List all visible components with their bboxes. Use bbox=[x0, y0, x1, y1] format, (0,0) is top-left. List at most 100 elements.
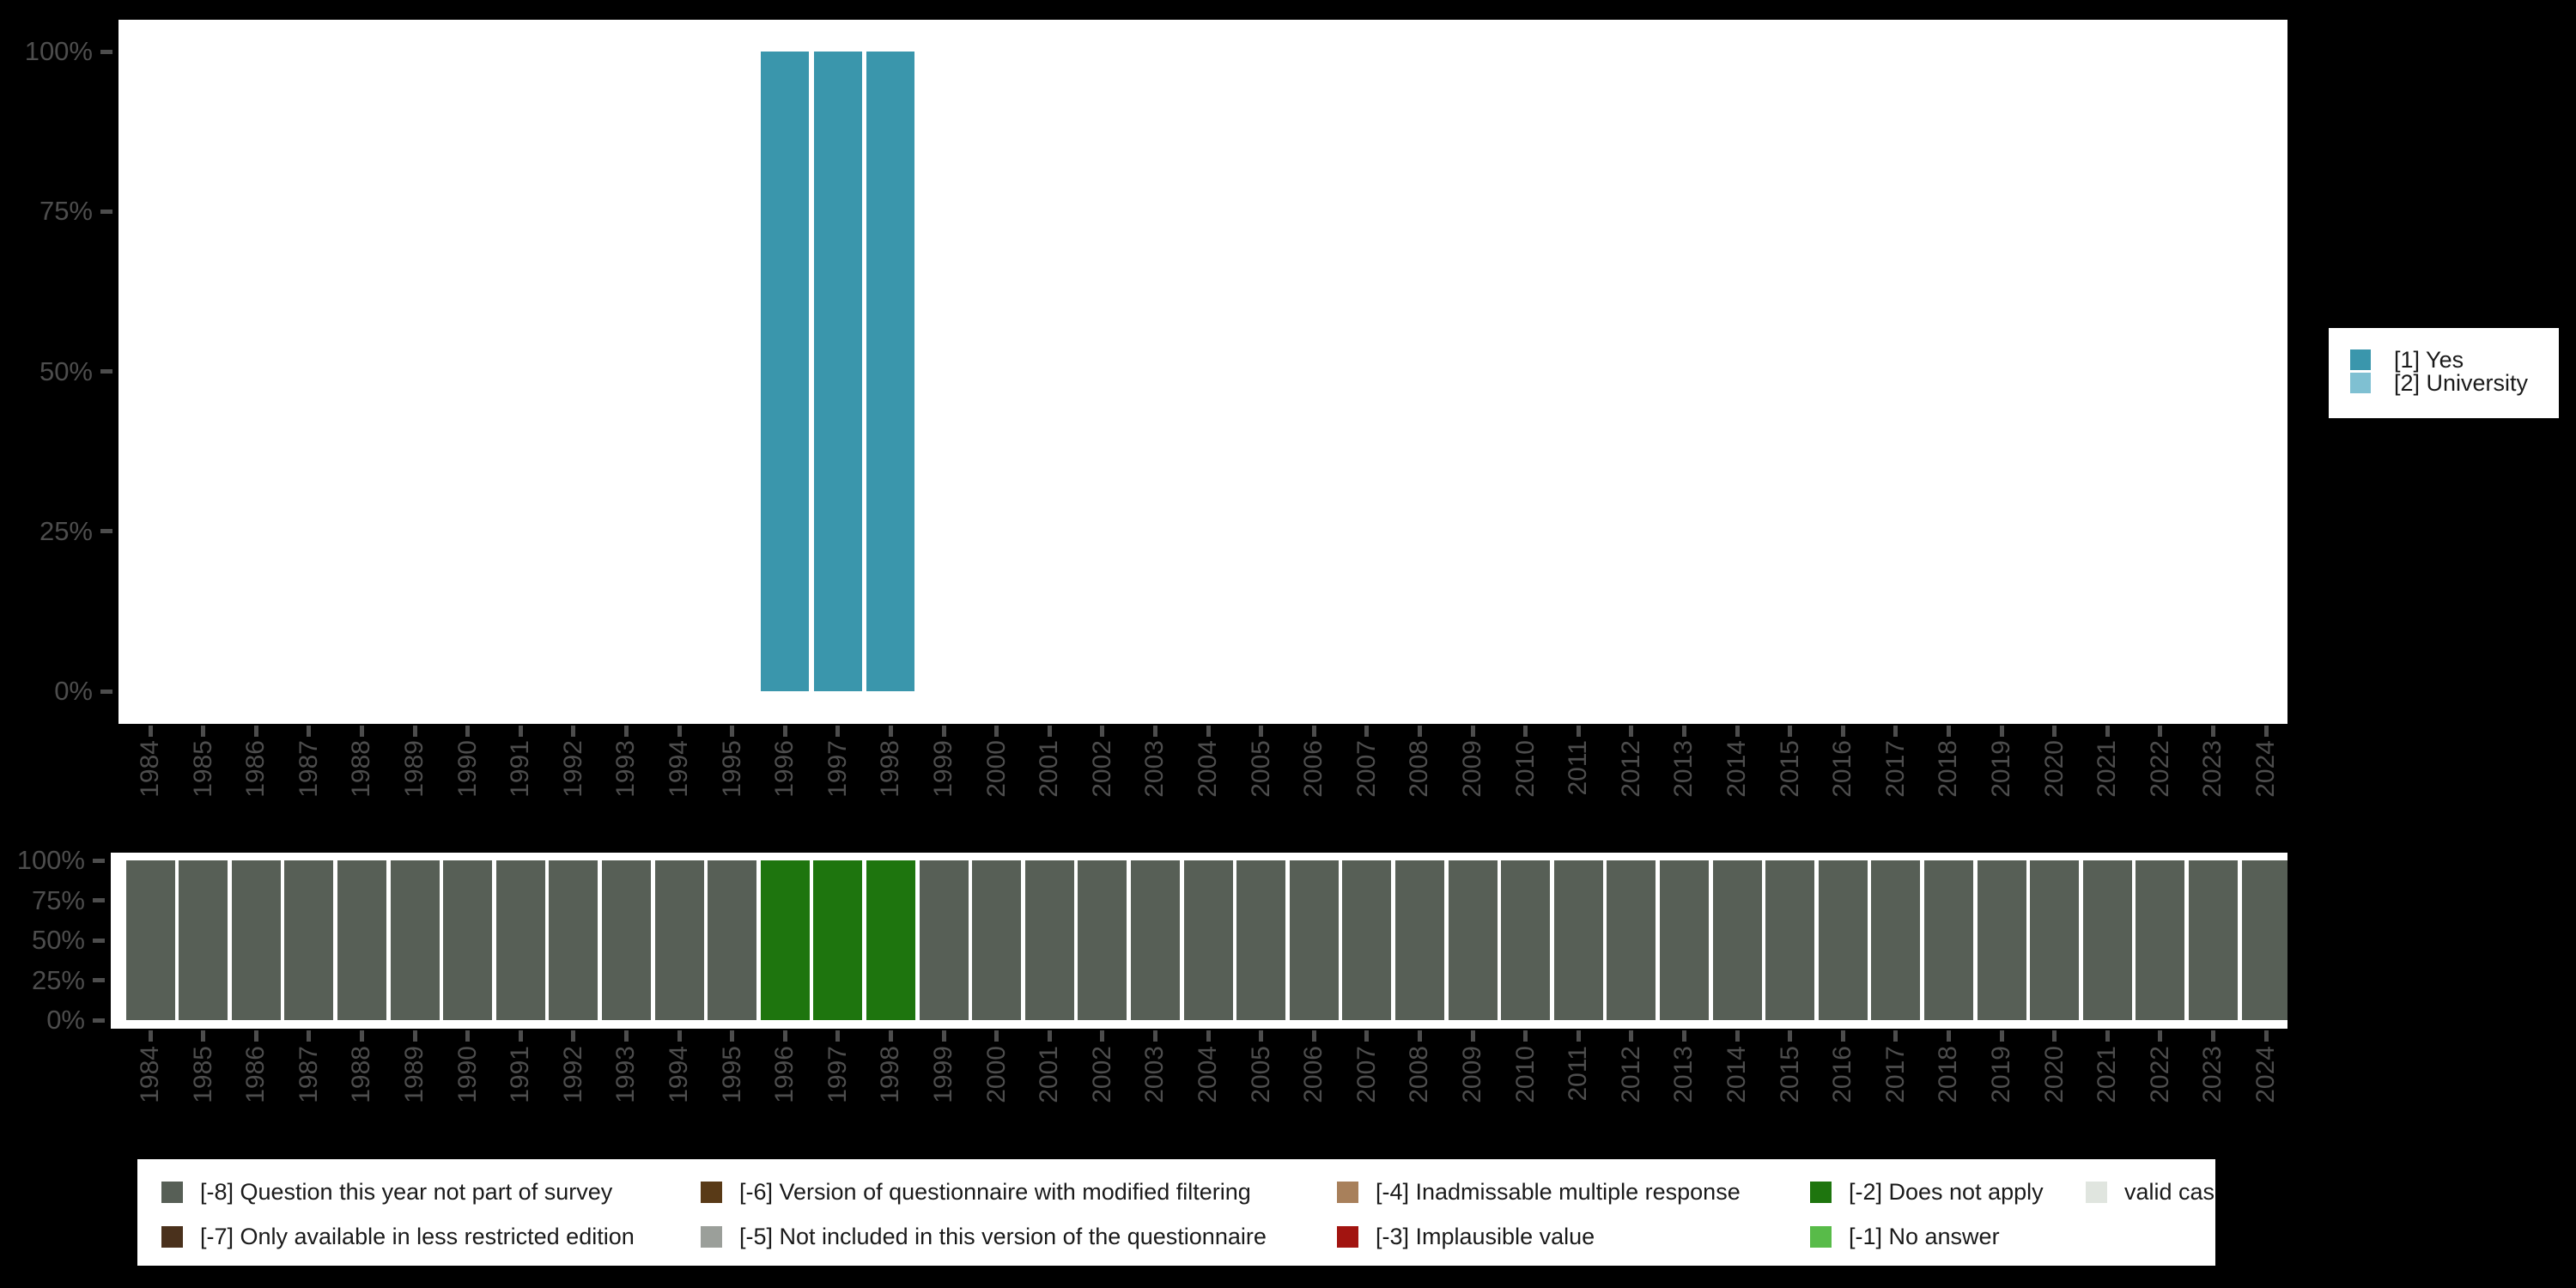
x-axis-tick-label: 2009 bbox=[1458, 740, 1486, 798]
legend-item-label: [-5] Not included in this version of the… bbox=[739, 1224, 1267, 1249]
x-axis-tick-mark bbox=[1311, 726, 1316, 737]
x-axis-tick-mark bbox=[1999, 1030, 2004, 1042]
x-axis-tick-label: 1999 bbox=[929, 1046, 957, 1103]
x-axis-tick-label: 2000 bbox=[981, 1046, 1011, 1103]
x-axis-tick-label: 2012 bbox=[1616, 740, 1645, 798]
x-axis-tick-label: 2013 bbox=[1669, 1046, 1698, 1103]
x-axis-tick-label: 2010 bbox=[1510, 740, 1540, 798]
legend-swatch bbox=[2350, 349, 2371, 370]
x-axis-tick-mark bbox=[1576, 1030, 1581, 1042]
y-axis-tick-label: 100% bbox=[24, 36, 93, 66]
x-axis-tick-mark bbox=[1470, 1030, 1475, 1042]
legend-item-label: [-1] No answer bbox=[1849, 1224, 2000, 1249]
bar-segment-1992 bbox=[549, 860, 598, 1020]
x-axis-tick-label: 2020 bbox=[2039, 740, 2069, 798]
bar-segment-2022 bbox=[2136, 860, 2185, 1020]
x-axis-tick-label: 2006 bbox=[1299, 1046, 1328, 1103]
x-axis-tick-label: 1993 bbox=[611, 1046, 641, 1103]
x-axis-tick-mark bbox=[994, 1030, 999, 1042]
x-axis-tick-mark bbox=[359, 1030, 364, 1042]
x-axis-tick-label: 2021 bbox=[2093, 740, 2122, 798]
y-axis-tick-label: 100% bbox=[16, 845, 85, 875]
x-axis-tick-label: 2005 bbox=[1246, 1046, 1275, 1103]
legend-item-label: [-8] Question this year not part of surv… bbox=[200, 1179, 613, 1205]
x-axis-tick-mark bbox=[1206, 726, 1211, 737]
x-axis-tick-mark bbox=[730, 726, 735, 737]
x-axis-tick-mark bbox=[782, 1030, 787, 1042]
legend-item-label: [1] Yes bbox=[2394, 347, 2464, 373]
bar-segment-1993 bbox=[601, 860, 651, 1020]
x-axis-tick-mark bbox=[307, 1030, 312, 1042]
x-axis-tick-label: 2007 bbox=[1352, 1046, 1381, 1103]
y-axis-tick-mark bbox=[93, 938, 105, 943]
x-axis-tick-mark bbox=[1893, 726, 1899, 737]
bar-segment-2024 bbox=[2241, 860, 2287, 1020]
bar-segment-2016 bbox=[1818, 860, 1868, 1020]
x-axis-tick-label: 2011 bbox=[1564, 1046, 1593, 1102]
legend-swatch bbox=[2086, 1182, 2107, 1203]
x-axis-tick-mark bbox=[677, 726, 682, 737]
x-axis-tick-label: 2000 bbox=[981, 740, 1011, 798]
x-axis-tick-mark bbox=[623, 1030, 629, 1042]
x-axis-tick-label: 2023 bbox=[2198, 740, 2227, 798]
x-axis-tick-mark bbox=[412, 726, 417, 737]
x-axis-tick-label: 2008 bbox=[1405, 1046, 1434, 1103]
x-axis-tick-mark bbox=[1523, 726, 1528, 737]
answer-categories-legend: [1] Yes [2] University bbox=[2329, 328, 2559, 418]
x-axis-tick-mark bbox=[2210, 1030, 2215, 1042]
bar-segment-2004 bbox=[1183, 860, 1233, 1020]
x-axis-tick-mark bbox=[1417, 726, 1422, 737]
x-axis-tick-label: 2010 bbox=[1510, 1046, 1540, 1103]
y-axis-tick-mark bbox=[93, 978, 105, 982]
x-axis-tick-mark bbox=[1100, 726, 1105, 737]
x-axis-tick-label: 2022 bbox=[2145, 740, 2174, 798]
x-axis-tick-mark bbox=[1152, 1030, 1157, 1042]
bar-segment-2000 bbox=[972, 860, 1022, 1020]
x-axis-tick-label: 1984 bbox=[136, 740, 164, 798]
x-axis-tick-mark bbox=[1788, 1030, 1793, 1042]
x-axis-tick-mark bbox=[1100, 1030, 1105, 1042]
x-axis-tick-label: 1991 bbox=[506, 1046, 535, 1103]
x-axis-tick-mark bbox=[1681, 726, 1686, 737]
y-axis-tick-mark bbox=[100, 49, 112, 54]
x-axis-tick-mark bbox=[888, 726, 893, 737]
legend-item-label: [-2] Does not apply bbox=[1849, 1179, 2044, 1205]
x-axis-tick-label: 1995 bbox=[717, 740, 746, 798]
x-axis-tick-mark bbox=[148, 1030, 153, 1042]
x-axis-tick-mark bbox=[1946, 726, 1951, 737]
y-axis-tick-label: 75% bbox=[39, 196, 93, 227]
legend-swatch bbox=[161, 1182, 183, 1203]
bar-segment-1990 bbox=[443, 860, 493, 1020]
x-axis-tick-mark bbox=[2105, 726, 2110, 737]
x-axis-tick-mark bbox=[518, 1030, 523, 1042]
bar-segment-1998 bbox=[866, 860, 915, 1020]
legend-swatch bbox=[1810, 1182, 1832, 1203]
x-axis-tick-label: 2013 bbox=[1669, 740, 1698, 798]
x-axis-tick-label: 2019 bbox=[1987, 1046, 2015, 1103]
x-axis-tick-mark bbox=[1047, 726, 1052, 737]
x-axis-tick-label: 1993 bbox=[611, 740, 641, 798]
bar-segment-2013 bbox=[1659, 860, 1709, 1020]
x-axis-tick-label: 2022 bbox=[2145, 1046, 2174, 1103]
legend-swatch bbox=[1337, 1226, 1358, 1248]
x-axis-tick-mark bbox=[518, 726, 523, 737]
legend-item-label: [2] University bbox=[2394, 370, 2529, 396]
x-axis-tick-mark bbox=[941, 726, 946, 737]
x-axis-tick-mark bbox=[941, 1030, 946, 1042]
x-axis-tick-mark bbox=[1576, 726, 1581, 737]
bar-segment-1988 bbox=[337, 860, 386, 1020]
x-axis-tick-label: 1994 bbox=[665, 1046, 693, 1103]
x-axis-tick-mark bbox=[359, 726, 364, 737]
x-axis-tick-mark bbox=[1364, 1030, 1370, 1042]
y-axis-tick-mark bbox=[100, 209, 112, 214]
x-axis-tick-label: 2021 bbox=[2093, 1046, 2122, 1103]
x-axis-tick-label: 1985 bbox=[188, 1046, 217, 1103]
y-axis-tick-label: 0% bbox=[54, 676, 93, 706]
x-axis-tick-label: 2016 bbox=[1828, 1046, 1857, 1103]
x-axis-tick-label: 1998 bbox=[876, 1046, 905, 1103]
x-axis-tick-label: 2014 bbox=[1722, 1046, 1751, 1103]
x-axis-tick-label: 1990 bbox=[453, 740, 482, 798]
x-axis-tick-label: 1997 bbox=[823, 1046, 852, 1103]
x-axis-tick-label: 2007 bbox=[1352, 740, 1381, 798]
x-axis-tick-label: 1999 bbox=[929, 740, 957, 798]
